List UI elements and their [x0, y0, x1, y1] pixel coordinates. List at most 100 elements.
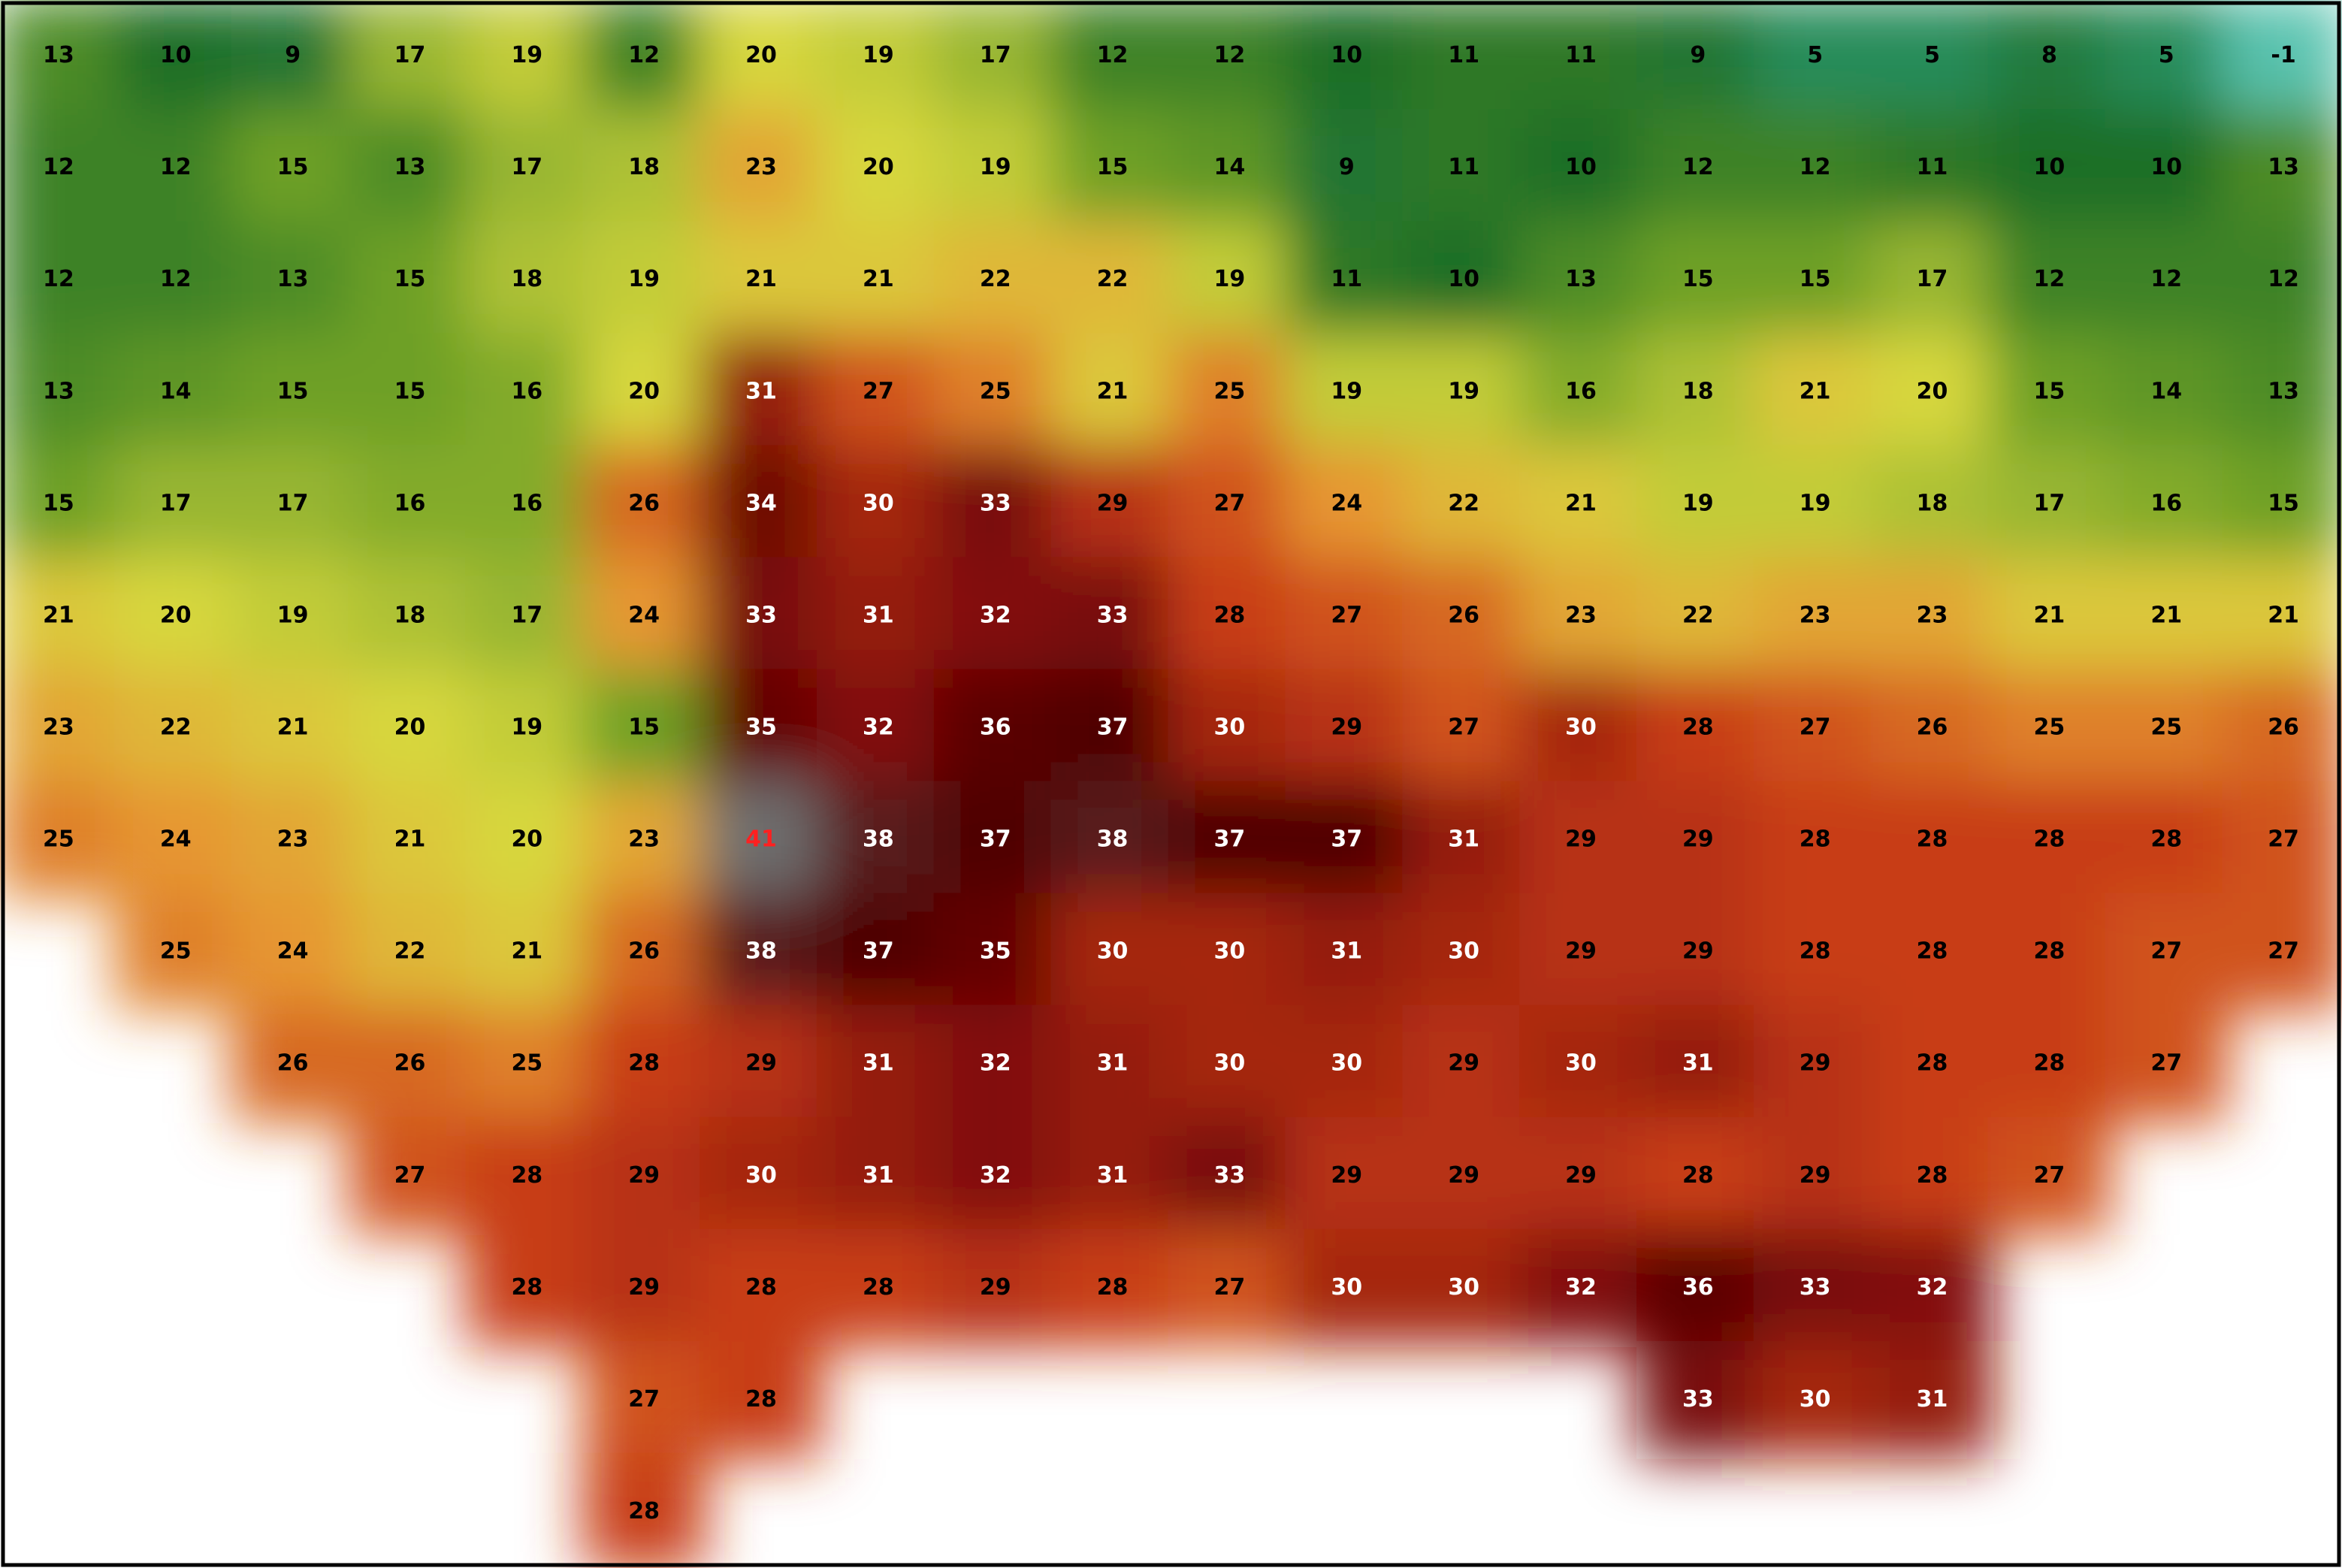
- temperature-label: 36: [1682, 1274, 1714, 1301]
- temperature-label: 5: [1807, 42, 1823, 68]
- temperature-cell: [582, 445, 706, 563]
- temperature-label: 30: [1331, 1050, 1362, 1077]
- temperature-label: 20: [511, 826, 542, 853]
- temperature-label: 13: [2268, 378, 2299, 404]
- temperature-label: 38: [745, 938, 777, 965]
- temperature-cell: [1870, 221, 1994, 340]
- temperature-cell: [1870, 1005, 1994, 1123]
- temperature-label: 28: [1214, 602, 1246, 628]
- temperature-cell: [465, 1228, 589, 1347]
- temperature-label: 21: [511, 938, 542, 965]
- temperature-cell: [816, 893, 940, 1011]
- temperature-label: 38: [1097, 826, 1129, 853]
- temperature-label: 30: [1565, 1050, 1597, 1077]
- temperature-cell: [1753, 1116, 1877, 1235]
- temperature-label: 33: [1097, 602, 1129, 628]
- temperature-label: 23: [1917, 602, 1948, 628]
- temperature-cell: [231, 445, 355, 563]
- temperature-cell: [1987, 221, 2111, 340]
- temperature-cell: [582, 1005, 706, 1123]
- temperature-label: 27: [1331, 602, 1362, 628]
- temperature-cell: [231, 893, 355, 1011]
- temperature-cell: [1987, 1116, 2111, 1235]
- temperature-label: 18: [628, 154, 660, 180]
- temperature-label: 23: [1800, 602, 1831, 628]
- temperature-cell: [1402, 109, 1526, 228]
- temperature-cell: [2105, 109, 2229, 228]
- temperature-label: 29: [1565, 826, 1597, 853]
- temperature-label: 19: [511, 714, 542, 740]
- temperature-cell: [465, 109, 589, 228]
- temperature-label: 16: [1565, 378, 1597, 404]
- temperature-cell: [0, 781, 120, 899]
- temperature-label: 22: [160, 714, 192, 740]
- temperature-cell: [1636, 781, 1760, 899]
- temperature-cell: [933, 669, 1057, 787]
- temperature-cell: [1636, 1116, 1760, 1235]
- temperature-label: 33: [1800, 1274, 1831, 1301]
- temperature-cell: [1285, 1116, 1409, 1235]
- temperature-cell: [0, 0, 120, 116]
- temperature-label: 30: [1448, 1274, 1479, 1301]
- temperature-label: 14: [2150, 378, 2182, 404]
- temperature-label: 23: [277, 826, 309, 853]
- temperature-cell: [231, 669, 355, 787]
- temperature-label: 5: [2159, 42, 2174, 68]
- temperature-cell: [933, 1228, 1057, 1347]
- temperature-label: 29: [1331, 714, 1362, 740]
- temperature-label: 25: [1214, 378, 1246, 404]
- temperature-label: 15: [2034, 378, 2065, 404]
- temperature-cell: [2105, 557, 2229, 675]
- temperature-cell: [1636, 445, 1760, 563]
- temperature-cell: [348, 221, 472, 340]
- temperature-cell: [1636, 0, 1760, 116]
- value-labels: 13 10 9 17 19 12 20 19 17 12 12 10 11 11 9 5 5 8 5 -1 12 12 15…: [43, 42, 2299, 1524]
- temperature-cell: [231, 557, 355, 675]
- temperature-cell: [1987, 109, 2111, 228]
- temperature-label: 22: [1682, 602, 1714, 628]
- temperature-cell: [1168, 893, 1292, 1011]
- temperature-label: 25: [2034, 714, 2065, 740]
- temperature-cell: [113, 445, 237, 563]
- temperature-cell: [1519, 1005, 1642, 1123]
- temperature-label: 25: [160, 938, 192, 965]
- temperature-label: 19: [1214, 266, 1246, 292]
- temperature-cell: [933, 781, 1057, 899]
- temperature-label: 11: [1565, 42, 1597, 68]
- temperature-label: 20: [160, 602, 192, 628]
- temperature-cell: [700, 669, 823, 787]
- temperature-cell: [0, 445, 120, 563]
- temperature-label: 29: [1448, 1162, 1479, 1189]
- temperature-label: 30: [1097, 938, 1129, 965]
- temperature-label: 28: [1917, 1050, 1948, 1077]
- temperature-label: 31: [1097, 1162, 1129, 1189]
- temperature-label: 21: [1800, 378, 1831, 404]
- temperature-label: 31: [1682, 1050, 1714, 1077]
- temperature-cell: [231, 1005, 355, 1123]
- temperature-label: 12: [1214, 42, 1246, 68]
- temperature-label: 23: [43, 714, 74, 740]
- temperature-cell: [1870, 1228, 1994, 1347]
- temperature-cell: [1987, 669, 2111, 787]
- temperature-cell: [1987, 781, 2111, 899]
- temperature-cell: [2222, 557, 2342, 675]
- temperature-label: 29: [1800, 1162, 1831, 1189]
- temperature-label: 12: [1097, 42, 1129, 68]
- temperature-cell: [700, 445, 823, 563]
- temperature-label: 10: [2150, 154, 2182, 180]
- temperature-cell: [582, 1228, 706, 1347]
- temperature-label: 15: [277, 378, 309, 404]
- temperature-cell: [1168, 781, 1292, 899]
- temperature-cell: [2105, 781, 2229, 899]
- temperature-cell: [1987, 893, 2111, 1011]
- temperature-label: 31: [1097, 1050, 1129, 1077]
- temperature-label: 19: [863, 42, 894, 68]
- temperature-cell: [1050, 333, 1174, 452]
- temperature-label: 26: [2268, 714, 2299, 740]
- temperature-cell: [1870, 1340, 1994, 1459]
- temperature-label: 28: [1682, 714, 1714, 740]
- temperature-cell: [1050, 1005, 1174, 1123]
- temperature-label: 33: [980, 490, 1011, 516]
- temperature-cell: [113, 109, 237, 228]
- temperature-cell: [113, 669, 237, 787]
